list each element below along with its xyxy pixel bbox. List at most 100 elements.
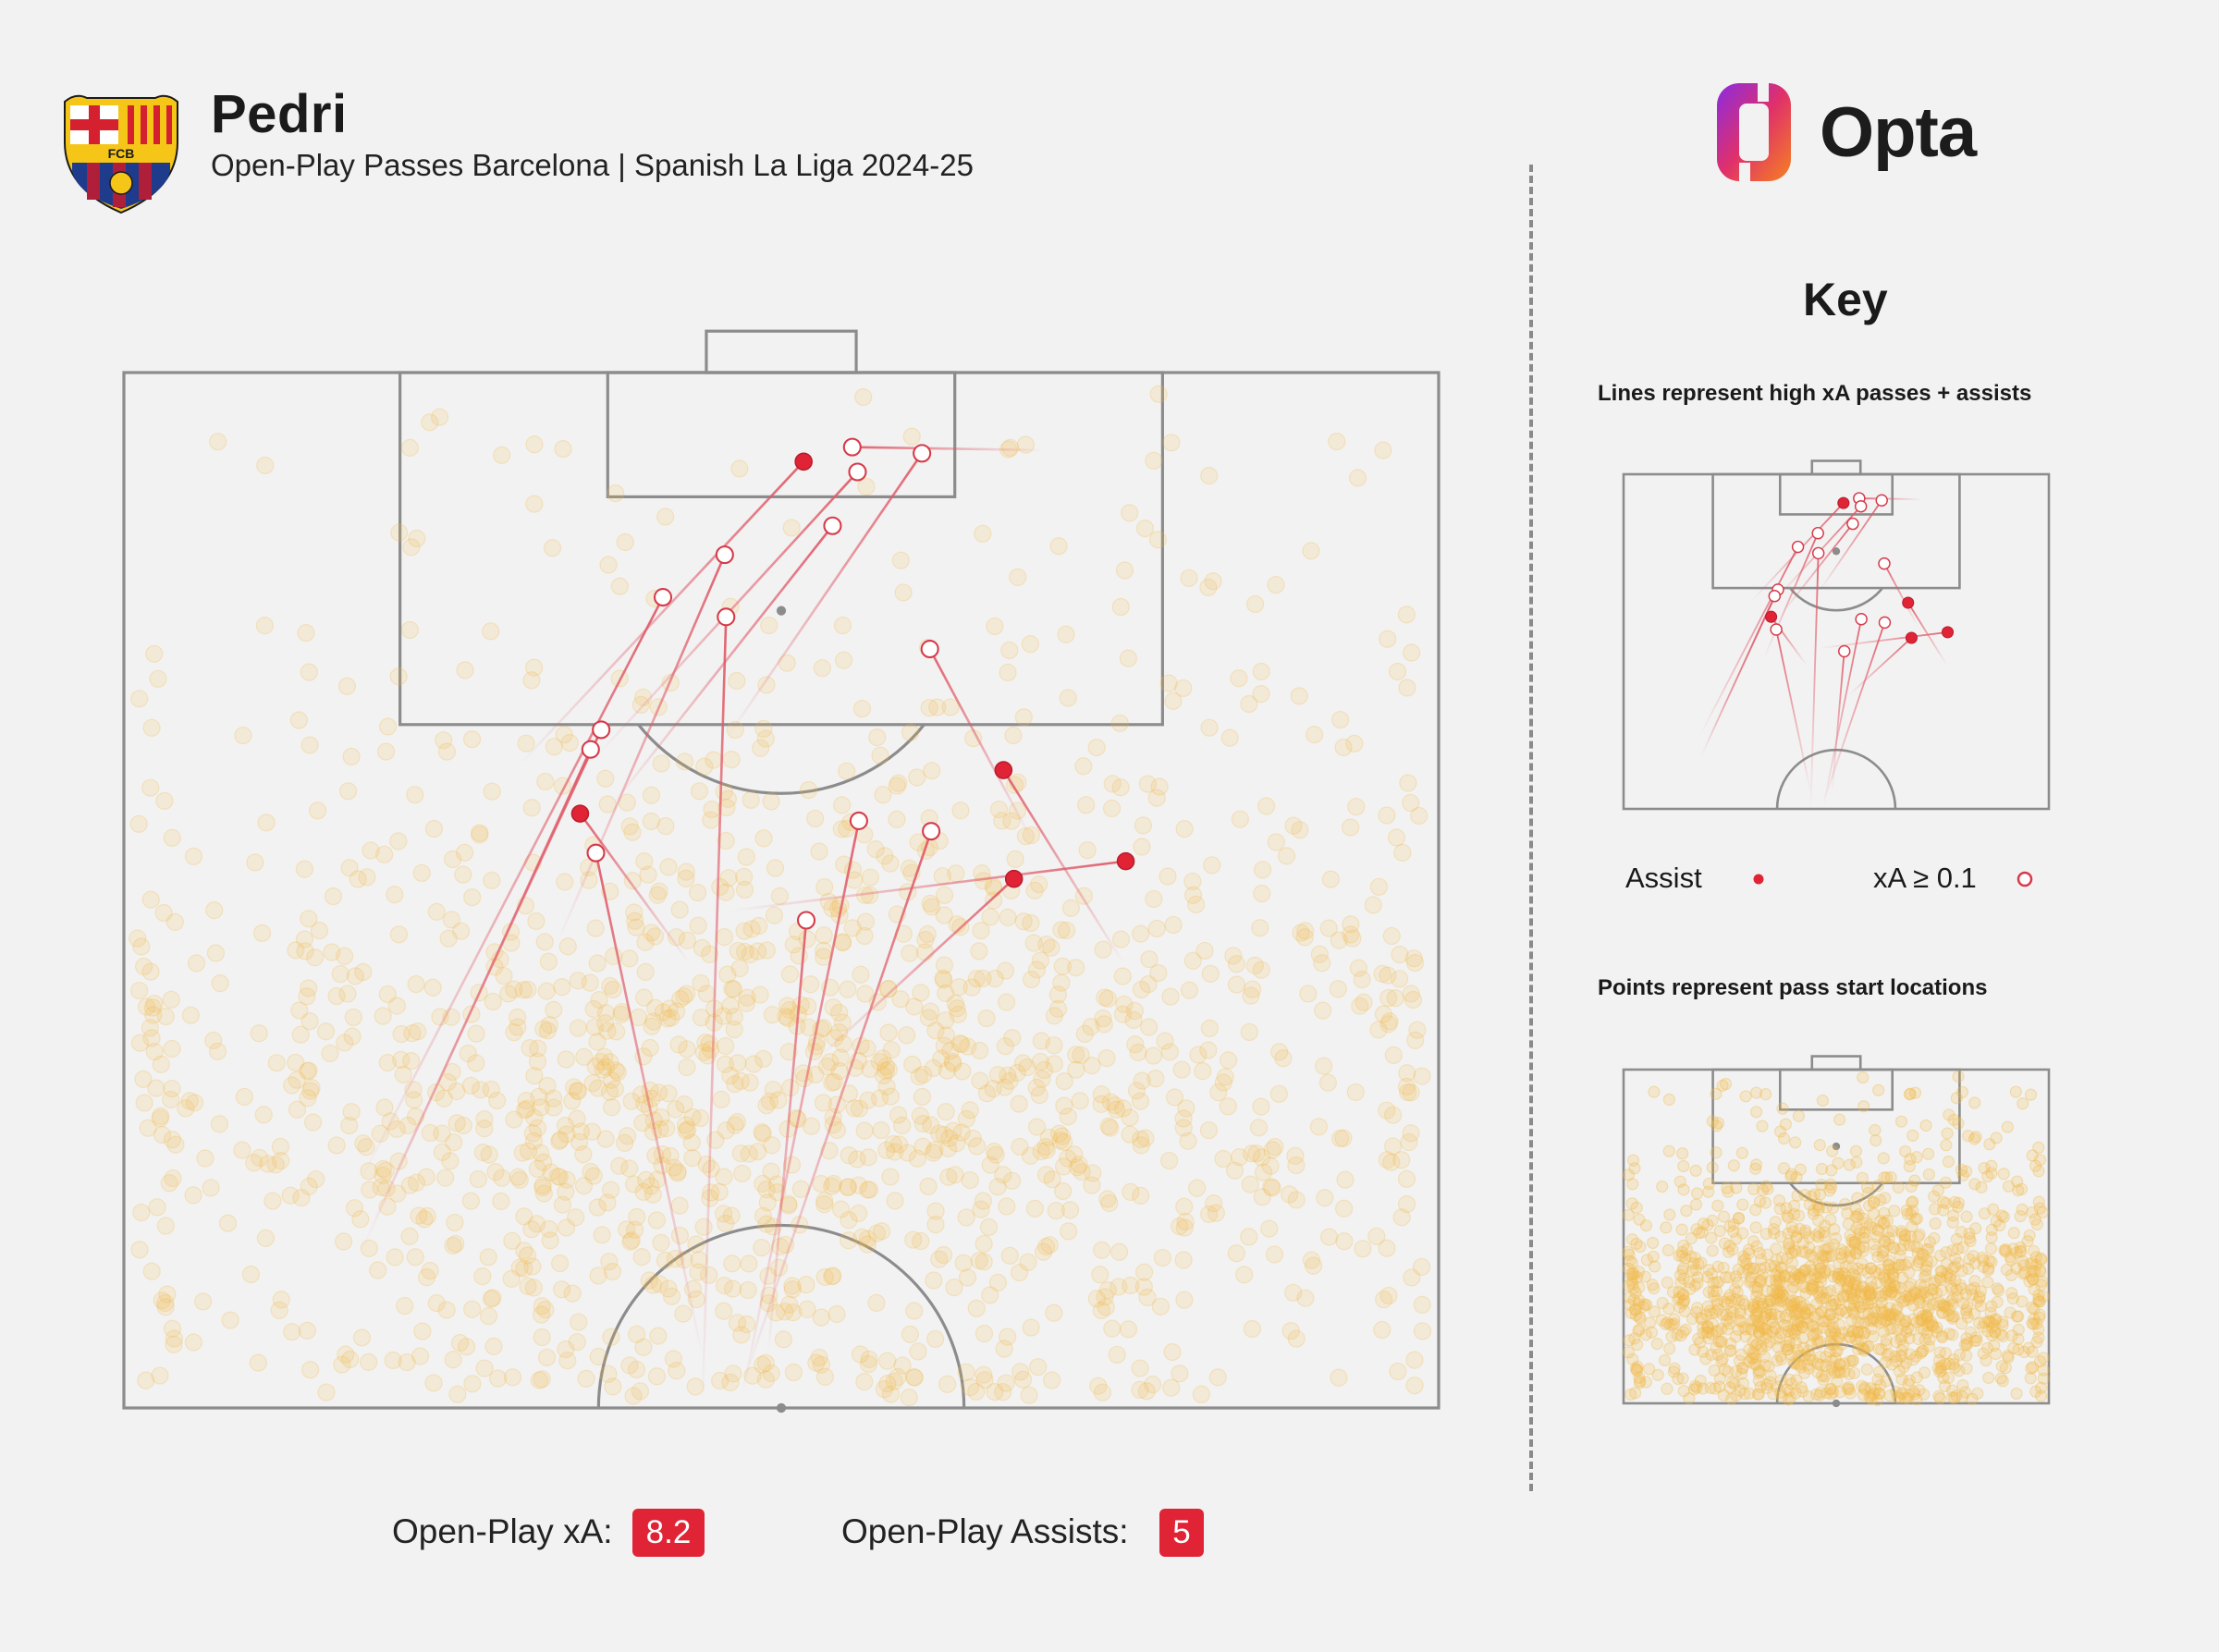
pass-start-point xyxy=(259,1155,277,1173)
pass-start-point xyxy=(1706,1214,1719,1227)
pass-start-point xyxy=(1870,1244,1882,1257)
pass-start-point xyxy=(1943,1272,1956,1285)
pass-start-point xyxy=(1764,1294,1777,1307)
pass-line xyxy=(766,920,808,1357)
pass-start-point xyxy=(1999,1245,2012,1258)
pass-start-point xyxy=(757,941,776,960)
pass-start-point xyxy=(1803,1353,1816,1366)
pass-start-point xyxy=(1022,913,1040,933)
pass-start-point xyxy=(1668,1313,1681,1326)
pass-start-point xyxy=(735,880,754,899)
pass-start-point xyxy=(1002,812,1021,830)
pass-start-point xyxy=(574,1177,594,1195)
pass-start-point xyxy=(952,1034,971,1054)
pass-start-point xyxy=(1818,1226,1831,1239)
pass-start-point xyxy=(459,1045,477,1063)
pass-start-point xyxy=(1960,1210,1973,1223)
pass-start-point xyxy=(596,769,615,788)
pass-start-point xyxy=(878,980,898,998)
pass-start-point xyxy=(2017,1259,2030,1272)
pass-start-point xyxy=(1944,1294,1957,1307)
pass-start-point xyxy=(473,1267,492,1286)
legend-marks xyxy=(1753,871,2033,887)
pass-line xyxy=(1858,497,1922,501)
pass-start-point xyxy=(307,1169,325,1189)
pass-start-point xyxy=(1622,1169,1635,1181)
pass-start-point xyxy=(1749,1290,1763,1303)
pass-start-point xyxy=(1745,1323,1759,1337)
pass-start-point xyxy=(354,1134,373,1153)
pass-start-point xyxy=(1884,1171,1897,1184)
pass-start-point xyxy=(1949,1274,1962,1287)
pass-start-point xyxy=(435,1089,453,1107)
pass-start-point xyxy=(1769,1268,1782,1281)
pass-start-point xyxy=(1108,1100,1126,1119)
pass-start-point xyxy=(1688,1279,1701,1292)
pass-start-point xyxy=(726,720,744,740)
pass-start-point xyxy=(1092,1095,1110,1113)
pass-start-point xyxy=(1634,1240,1647,1254)
centre-circle xyxy=(1775,1342,1897,1404)
pass-start-point xyxy=(1713,1380,1726,1393)
pass-start-point xyxy=(1935,1265,1948,1278)
pass-start-point xyxy=(987,1145,1005,1164)
pass-start-point xyxy=(1787,1207,1801,1221)
pass-start-point xyxy=(2012,1184,2025,1197)
pass-start-point xyxy=(1106,1096,1124,1115)
pass-start-point xyxy=(2012,1332,2025,1346)
pass-start-point xyxy=(622,1230,641,1250)
pitch-outline xyxy=(1622,1068,2051,1405)
pass-start-point xyxy=(1336,1170,1355,1189)
pass-start-point xyxy=(297,624,315,642)
pass-start-point xyxy=(1821,1387,1833,1400)
xa-marker xyxy=(715,545,734,565)
pass-start-point xyxy=(950,1034,970,1053)
pass-start-point xyxy=(1773,1330,1786,1344)
pass-start-point xyxy=(1887,1270,1900,1283)
pass-start-point xyxy=(1916,1314,1929,1327)
pass-start-point xyxy=(484,1337,503,1355)
pass-start-point xyxy=(1319,919,1338,937)
pass-start-point xyxy=(1295,928,1314,947)
pass-start-point xyxy=(834,651,853,669)
pass-start-point xyxy=(2033,1263,2046,1277)
pass-start-point xyxy=(1766,1325,1779,1339)
pass-start-point xyxy=(557,1050,575,1069)
pass-start-point xyxy=(1843,1383,1856,1396)
pass-start-point xyxy=(1989,1314,2002,1327)
pass-start-point xyxy=(1145,889,1163,909)
pass-start-point xyxy=(692,973,710,993)
pass-start-point xyxy=(857,477,876,496)
pass-start-point xyxy=(532,1144,550,1162)
pass-start-point xyxy=(2002,1180,2016,1193)
pass-start-point xyxy=(1690,1223,1703,1236)
pass-start-point xyxy=(1821,1286,1833,1299)
legend-assist-label: Assist xyxy=(1625,862,1702,894)
pass-start-point xyxy=(1833,1268,1845,1281)
pass-start-point xyxy=(1008,1063,1026,1083)
pass-start-point xyxy=(145,994,164,1013)
pass-start-point xyxy=(2010,1310,2024,1323)
pass-start-point xyxy=(1855,1301,1868,1314)
pass-start-point xyxy=(1985,1300,1998,1313)
pass-start-point xyxy=(1697,1345,1710,1358)
pass-start-point xyxy=(510,1170,529,1189)
pass-start-point xyxy=(1831,1375,1844,1388)
pass-start-point xyxy=(251,1148,269,1168)
pass-start-point xyxy=(1399,1083,1417,1102)
pass-start-point xyxy=(1630,1364,1644,1377)
pass-start-point xyxy=(1815,1304,1829,1317)
pass-start-point xyxy=(1773,1269,1786,1282)
pass-start-point xyxy=(141,890,160,909)
pass-start-point xyxy=(1870,1277,1883,1290)
pass-start-point xyxy=(770,887,789,906)
pass-start-point xyxy=(1962,1262,1975,1275)
pass-start-point xyxy=(953,1062,972,1081)
pass-start-point xyxy=(545,1089,563,1107)
pass-start-point xyxy=(557,1218,576,1237)
pass-start-point xyxy=(153,1125,172,1144)
pass-start-point xyxy=(1770,1287,1783,1300)
pass-start-point xyxy=(900,1389,918,1407)
pass-start-point xyxy=(2027,1272,2040,1285)
pass-start-point xyxy=(351,1210,370,1229)
